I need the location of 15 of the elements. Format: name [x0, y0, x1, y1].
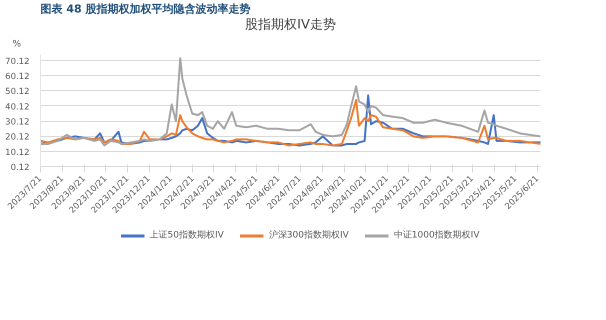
- y-tick-label: 50.12: [5, 87, 30, 98]
- legend-label: 中证1000指数期权IV: [394, 229, 480, 242]
- legend-label: 沪深300指数期权IV: [268, 229, 349, 242]
- y-tick-label: 40.12: [5, 102, 30, 112]
- y-tick-label: 0.12: [10, 163, 30, 173]
- y-tick-label: 70.12: [5, 56, 30, 67]
- line-series: [40, 57, 540, 146]
- y-tick-label: 20.12: [5, 132, 30, 143]
- y-axis-title: %: [12, 40, 22, 50]
- y-tick-label: 10.12: [5, 148, 30, 158]
- chart-title: 图表 48 股指期权加权平均隐含波动率走势: [40, 2, 250, 16]
- y-tick-label: 60.12: [5, 72, 30, 82]
- legend-label: 上证50指数期权IV: [150, 229, 224, 242]
- y-tick-label: 30.12: [5, 118, 30, 128]
- chart-subtitle: 股指期权IV走势: [245, 18, 336, 32]
